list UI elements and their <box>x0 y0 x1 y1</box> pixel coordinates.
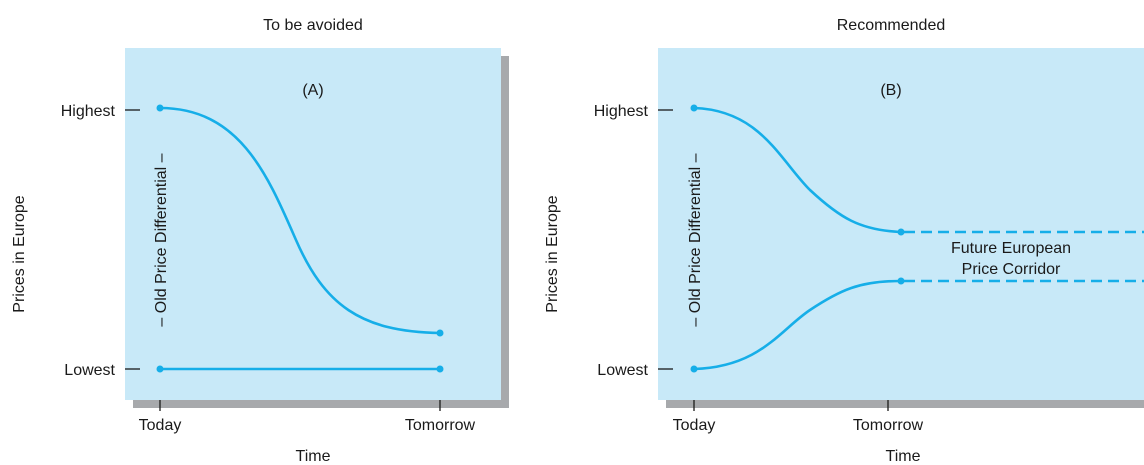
y-label-lowest: Lowest <box>597 362 648 379</box>
panel-b-background <box>658 48 1144 400</box>
lowest-end-point <box>436 365 444 373</box>
y-axis-title: Prices in Europe <box>544 195 561 312</box>
x-label-tomorrow: Tomorrow <box>405 417 476 434</box>
panel-a: To be avoided (A) Highest Lowest Prices … <box>11 17 509 465</box>
y-label-highest: Highest <box>594 103 649 120</box>
x-label-today: Today <box>673 417 716 434</box>
panel-b-label: (B) <box>880 82 901 99</box>
highest-end-point <box>897 228 905 236</box>
corridor-label-line2: Price Corridor <box>962 261 1061 278</box>
highest-start-point <box>156 104 164 112</box>
x-label-today: Today <box>139 417 182 434</box>
lowest-end-point <box>897 277 905 285</box>
panel-b-title: Recommended <box>837 17 946 34</box>
panel-a-label: (A) <box>302 82 323 99</box>
highest-price-curve <box>159 106 441 335</box>
panel-a-background <box>125 48 501 400</box>
highest-price-curve <box>693 106 901 234</box>
old-price-differential-label: – Old Price Differential – <box>153 153 170 326</box>
y-axis-title: Prices in Europe <box>11 195 28 312</box>
y-label-lowest: Lowest <box>64 362 115 379</box>
corridor-label-line1: Future European <box>951 240 1071 257</box>
lowest-start-point <box>156 365 164 373</box>
panel-b: Recommended (B) Highest Lowest Prices in… <box>544 17 1144 465</box>
x-axis-title: Time <box>886 448 921 465</box>
old-price-differential-label: – Old Price Differential – <box>687 153 704 326</box>
lowest-price-curve <box>693 279 901 371</box>
lowest-start-point <box>690 365 698 373</box>
panel-a-title: To be avoided <box>263 17 363 34</box>
x-axis-title: Time <box>296 448 331 465</box>
x-label-tomorrow: Tomorrow <box>853 417 924 434</box>
highest-start-point <box>690 104 698 112</box>
highest-end-point <box>436 329 444 337</box>
y-label-highest: Highest <box>61 103 116 120</box>
